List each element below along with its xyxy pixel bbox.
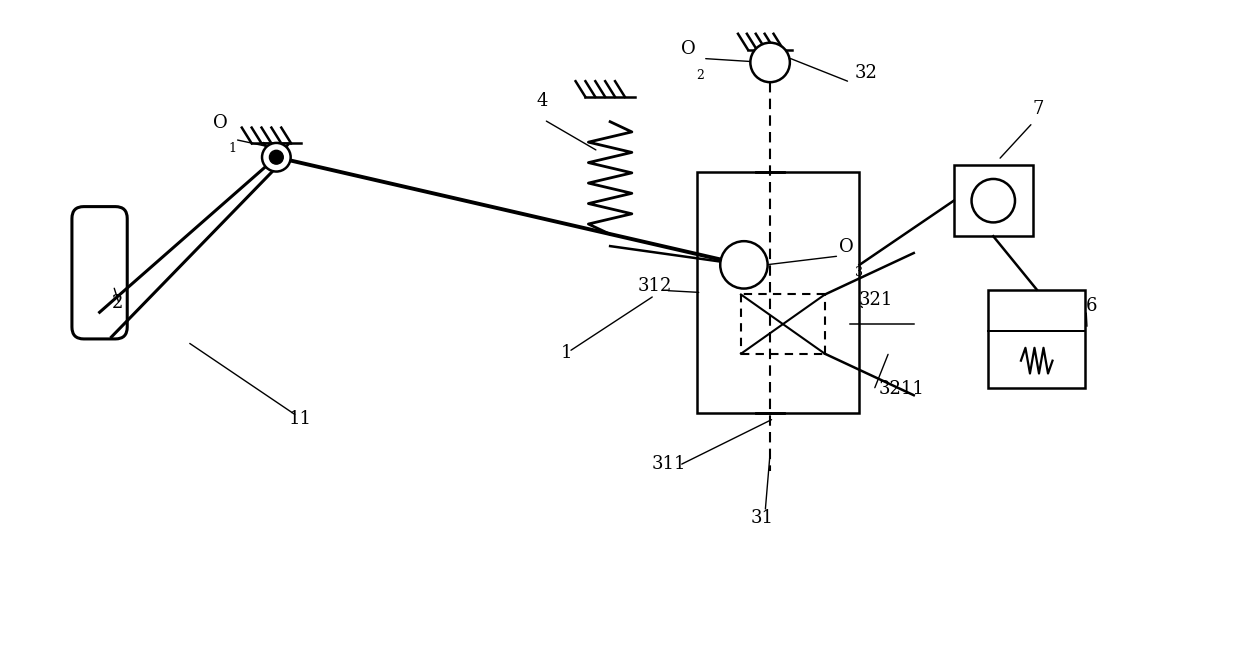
Bar [988, 289, 1085, 388]
Text: 2: 2 [697, 69, 704, 81]
Text: 4: 4 [536, 92, 547, 110]
Polygon shape [264, 143, 289, 158]
Text: 3: 3 [854, 266, 863, 279]
Circle shape [269, 150, 283, 164]
Text: 6: 6 [1086, 297, 1097, 315]
Text: 11: 11 [289, 410, 312, 428]
Text: O: O [213, 113, 228, 131]
Bar [697, 171, 859, 414]
Text: 1: 1 [560, 344, 572, 362]
Text: 321: 321 [859, 291, 893, 309]
Text: 2: 2 [112, 294, 123, 312]
Circle shape [262, 143, 290, 171]
Text: O: O [681, 41, 696, 59]
Text: 1: 1 [228, 141, 237, 155]
Text: 3211: 3211 [879, 380, 925, 398]
Text: 31: 31 [750, 508, 774, 526]
Text: 32: 32 [856, 64, 878, 82]
Circle shape [750, 43, 790, 82]
Text: O: O [839, 238, 854, 256]
Bar [954, 165, 1033, 236]
Text: 312: 312 [637, 277, 672, 295]
Text: 311: 311 [651, 456, 686, 473]
Circle shape [720, 241, 768, 289]
Text: 7: 7 [1033, 100, 1044, 118]
Polygon shape [758, 49, 782, 65]
